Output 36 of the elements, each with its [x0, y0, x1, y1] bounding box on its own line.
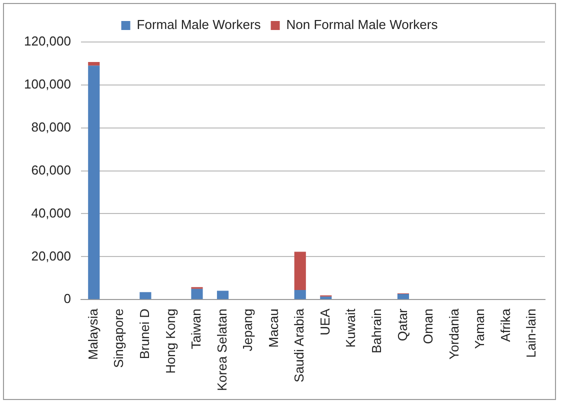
- y-tick-label: 120,000: [24, 34, 71, 49]
- bar: [216, 290, 229, 300]
- x-tick-label: Macau: [266, 308, 281, 348]
- y-tick-label: 60,000: [31, 162, 71, 178]
- x-tick-label: Kuwait: [343, 308, 358, 348]
- bar: [88, 66, 100, 300]
- legend-label: Formal Male Workers: [136, 17, 262, 32]
- x-tick-label: UEA: [317, 308, 332, 336]
- y-tick-label: 0: [64, 291, 71, 306]
- bar: [320, 296, 332, 300]
- y-tick-label: 40,000: [31, 205, 71, 220]
- x-tick-label: Oman: [420, 308, 436, 344]
- x-tick-label: Malaysia: [85, 308, 100, 360]
- x-tick-label: Singapore: [111, 308, 126, 368]
- x-tick-label: Lain-lain: [524, 308, 539, 358]
- x-tick-label: Hong Kong: [162, 308, 178, 374]
- x-tick-label: Qatar: [394, 308, 410, 342]
- x-tick-label: Korea Selatan: [214, 308, 230, 392]
- x-tick-label: Taiwan: [188, 308, 204, 350]
- x-tick-label: Yaman: [472, 308, 488, 349]
- legend-label: Non Formal Male Workers: [286, 17, 438, 32]
- bar: [140, 292, 152, 300]
- y-tick-label: 20,000: [31, 248, 71, 264]
- bar: [294, 252, 306, 290]
- x-tick-label: Bahrain: [369, 308, 384, 354]
- bar: [191, 288, 203, 300]
- x-tick-label: Brunei D: [137, 308, 152, 360]
- x-tick-label: Saudi Arabia: [292, 308, 307, 382]
- y-tick-label: 80,000: [31, 119, 71, 134]
- x-tick-label: Afrika: [498, 308, 513, 342]
- x-tick-label: Yordania: [446, 308, 462, 360]
- bar: [397, 294, 410, 300]
- bar: [88, 62, 100, 66]
- x-tick-label: Jepang: [240, 308, 256, 352]
- bar: [294, 290, 306, 300]
- y-tick-label: 100,000: [24, 76, 71, 92]
